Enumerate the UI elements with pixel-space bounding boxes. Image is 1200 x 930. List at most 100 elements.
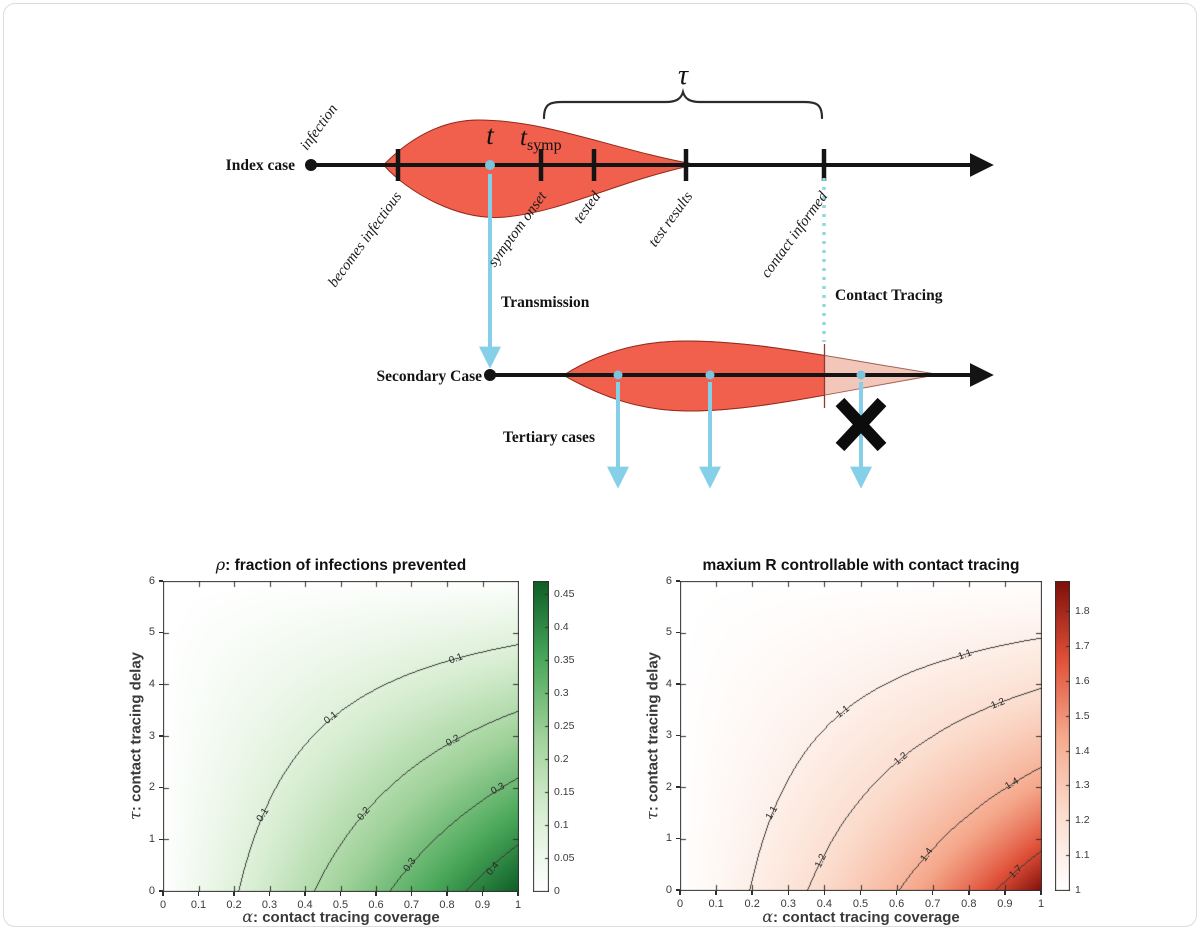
y-tick-label: 3 [665, 729, 672, 741]
colorbar-tick-label: 0.15 [554, 786, 575, 799]
x-tick [1040, 891, 1042, 895]
x-tick-label: 0.4 [816, 898, 833, 910]
rho-x-axis-label: α: contact tracing coverage [163, 907, 519, 926]
event-label-becomes-infectious: becomes infectious [325, 189, 405, 291]
rho-colorbar-canvas [533, 581, 549, 892]
x-tick [517, 892, 519, 896]
transmission-point-dot [485, 160, 495, 170]
x-tick-label: 0 [676, 898, 684, 910]
rho-title-text: : fraction of infections prevented [225, 557, 467, 574]
x-tick-label: 0.2 [226, 899, 242, 911]
rho-xlabel-text: : contact tracing coverage [253, 909, 440, 926]
symptom-time-label: tsymp [520, 124, 562, 154]
colorbar-tick-label: 1.5 [1075, 709, 1090, 722]
y-tick [159, 580, 163, 582]
x-tick-label: 0.6 [888, 898, 905, 910]
y-tick [676, 683, 680, 685]
rmax-colorbar-canvas [1055, 581, 1070, 891]
x-tick-label: 1 [1037, 898, 1045, 910]
y-tick [676, 786, 680, 788]
blocked-transmission-x-icon [835, 397, 887, 452]
y-tick [159, 683, 163, 686]
x-tick [931, 891, 934, 895]
y-tick [676, 889, 680, 891]
contact-tracing-diagram: τ t tsymp Index case Transmission Contac… [226, 60, 994, 489]
x-tick [968, 891, 970, 895]
rho-symbol: ρ [215, 555, 226, 574]
colorbar-tick-label: 1.1 [1075, 849, 1090, 862]
y-tick-label: 2 [148, 781, 155, 794]
colorbar-tick-label: 1.2 [1075, 814, 1090, 827]
x-tick-label: 0.1 [190, 899, 207, 911]
alpha-symbol: α [762, 907, 774, 926]
x-tick [787, 891, 790, 895]
x-tick [375, 892, 377, 896]
x-tick [859, 891, 862, 895]
rho-chart-title: ρ: fraction of infections prevented [163, 555, 519, 575]
colorbar-tick-label: 1.6 [1075, 674, 1090, 687]
colorbar-tick-label: 0.2 [554, 753, 569, 766]
x-tick-label: 0.5 [852, 898, 869, 910]
x-tick-label: 0.5 [332, 899, 349, 911]
y-tick [159, 890, 163, 892]
y-tick [159, 838, 163, 841]
x-tick-label: 0.3 [780, 898, 796, 910]
y-tick-label: 6 [148, 574, 155, 587]
rmax-chart-title: maxium R controllable with contact traci… [680, 555, 1042, 575]
x-tick-label: 0.7 [925, 898, 941, 910]
event-label-contact-informed: contact informed [758, 189, 831, 281]
x-tick [304, 892, 306, 896]
secondary-case-label: Secondary Case [377, 368, 483, 385]
y-tick [676, 837, 680, 840]
x-tick [751, 891, 753, 895]
x-tick [339, 892, 342, 896]
event-label-test-results: test results [646, 189, 697, 250]
y-tick [676, 734, 680, 737]
x-tick-label: 0.1 [708, 898, 724, 910]
index-infection-dot [305, 159, 317, 171]
y-tick-label: 5 [148, 626, 155, 639]
tau-axis-symbol: τ [125, 811, 145, 821]
colorbar-tick-label: 0.35 [554, 654, 575, 667]
symptom-time-sub: symp [527, 137, 562, 154]
tertiary-cases-label: Tertiary cases [503, 429, 595, 446]
transmission-time-label: t [486, 120, 495, 150]
y-tick [159, 786, 163, 789]
figure-card: τ t tsymp Index case Transmission Contac… [3, 3, 1197, 927]
tau-brace [542, 88, 824, 120]
x-tick [268, 892, 271, 896]
x-tick [679, 891, 681, 895]
x-tick [197, 892, 200, 896]
x-tick [233, 892, 235, 896]
y-tick [676, 580, 680, 582]
colorbar-tick-label: 0.45 [554, 588, 575, 601]
x-tick [1004, 891, 1006, 895]
colorbar-tick-label: 0 [554, 885, 560, 897]
x-tick-label: 0.4 [297, 899, 313, 911]
x-tick [481, 892, 484, 896]
secondary-infection-dot [484, 369, 496, 381]
colorbar-tick-label: 1.4 [1075, 744, 1090, 757]
colorbar-tick-label: 1.8 [1075, 605, 1090, 618]
x-tick [410, 892, 413, 896]
y-tick-label: 4 [665, 677, 672, 690]
colorbar-tick-label: 1.7 [1075, 640, 1090, 653]
contact-tracing-label: Contact Tracing [835, 287, 943, 304]
y-tick-label: 3 [148, 729, 155, 742]
x-tick-label: 0.8 [439, 899, 455, 911]
y-tick [159, 631, 163, 634]
tertiary-point-dot-3 [856, 370, 866, 380]
x-tick [823, 891, 826, 895]
y-tick-label: 6 [665, 574, 672, 587]
colorbar-tick-label: 0.4 [554, 621, 569, 634]
colorbar-tick-label: 1.3 [1075, 779, 1090, 792]
y-tick [159, 735, 163, 737]
x-tick-label: 0.7 [403, 899, 420, 911]
colorbar-tick-label: 1 [1075, 884, 1081, 896]
alpha-symbol: α [242, 907, 254, 926]
y-tick-label: 5 [665, 626, 672, 638]
x-tick [162, 892, 164, 896]
symptom-time-base: t [520, 124, 528, 151]
x-tick-label: 0 [159, 899, 167, 911]
rmax-xlabel-text: : contact tracing coverage [773, 909, 960, 926]
